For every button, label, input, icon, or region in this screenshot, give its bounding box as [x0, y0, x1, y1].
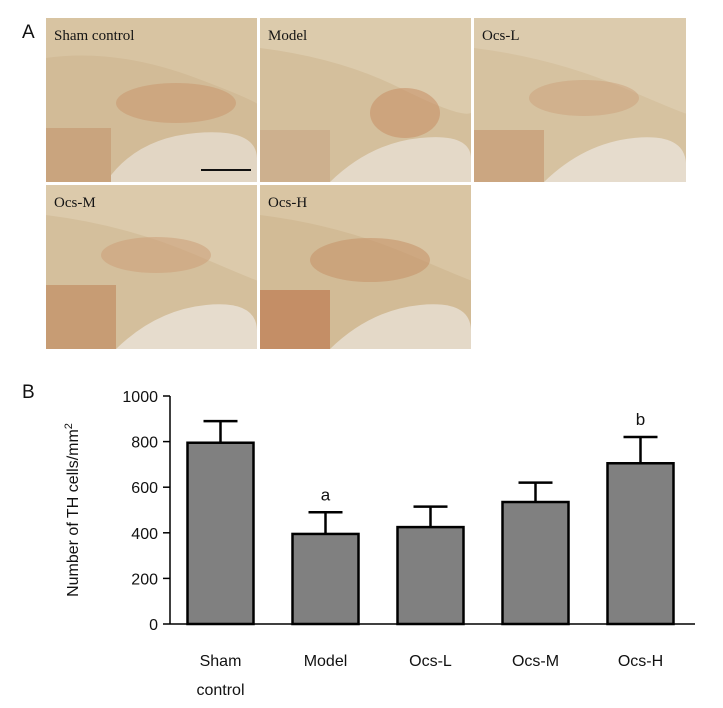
bar — [501, 500, 570, 626]
category-label: control — [196, 682, 244, 699]
category-label: Sham — [200, 653, 242, 670]
tissue-image — [46, 18, 257, 182]
y-tick-label: 0 — [149, 617, 158, 634]
micrograph-label: Ocs-H — [268, 195, 308, 211]
y-tick-label: 600 — [131, 480, 158, 497]
micrograph-ocs-l: Ocs-L — [474, 18, 686, 182]
micrograph-label: Ocs-M — [54, 195, 96, 211]
category-label: Ocs-L — [409, 653, 452, 670]
bar — [396, 525, 465, 626]
bar — [291, 532, 360, 626]
panel-a-letter: A — [22, 22, 35, 43]
significance-label: b — [636, 410, 645, 429]
micrograph-label: Sham control — [54, 28, 135, 44]
micrograph-ocs-h: Ocs-H — [260, 185, 471, 349]
micrograph-ocs-m: Ocs-M — [46, 185, 257, 349]
panel-b-letter: B — [22, 382, 35, 403]
y-tick-label: 400 — [131, 526, 158, 543]
category-label: Ocs-M — [512, 653, 559, 670]
y-tick-label: 1000 — [122, 389, 158, 406]
micrograph-model: Model — [260, 18, 471, 182]
category-label: Ocs-H — [618, 653, 663, 670]
y-axis-label: Number of TH cells/mm2 — [63, 423, 82, 597]
y-axis-label-text: Number of TH cells/mm — [65, 429, 82, 597]
significance-label: a — [321, 485, 331, 504]
category-label: Model — [304, 653, 348, 670]
tissue-image — [46, 185, 257, 349]
tissue-image — [260, 185, 471, 349]
tissue-image — [260, 18, 471, 182]
y-tick-label: 200 — [131, 571, 158, 588]
bar — [606, 462, 675, 626]
micrograph-label: Model — [268, 28, 308, 44]
bar-chart: 0 200 400 600 800 1000 Number of TH cells/mm2 S… — [63, 389, 695, 699]
bar — [186, 441, 255, 626]
micrograph-label: Ocs-L — [482, 28, 520, 44]
y-tick-label: 800 — [131, 435, 158, 452]
y-axis-label-superscript: 2 — [63, 423, 75, 429]
micrograph-sham-control: Sham control — [46, 18, 257, 182]
tissue-image — [474, 18, 686, 182]
